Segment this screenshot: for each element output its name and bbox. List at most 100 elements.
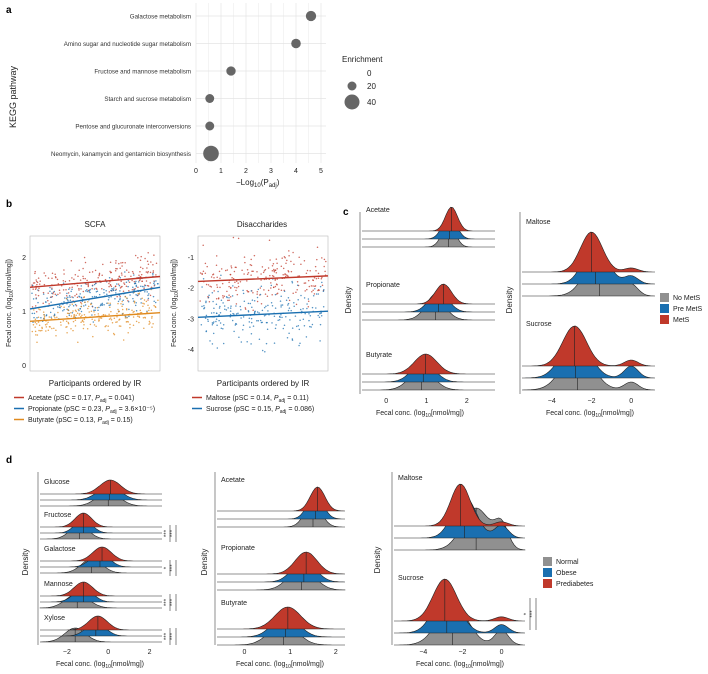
b-point	[315, 277, 318, 280]
b-point	[54, 273, 56, 275]
b-point	[148, 307, 151, 309]
b-point	[45, 314, 48, 317]
b-point	[262, 271, 265, 274]
b-point	[204, 262, 207, 265]
a-point	[305, 10, 317, 22]
b-point	[117, 278, 119, 280]
b-point	[93, 283, 96, 286]
b-point	[153, 281, 156, 283]
b-point	[218, 270, 221, 273]
b-point	[232, 312, 234, 315]
d-metabolite-label: Mannose	[44, 581, 73, 588]
b-point	[297, 325, 300, 327]
panel-c-legend-nomets: No MetS	[673, 295, 701, 302]
a-xtick-label: 4	[294, 168, 298, 175]
b-point	[213, 276, 215, 279]
b-point	[76, 312, 79, 314]
b-point	[226, 269, 229, 271]
b-point	[83, 305, 85, 307]
b-point	[300, 294, 302, 297]
b-point	[118, 276, 120, 278]
b-point	[134, 287, 136, 290]
b-point	[304, 282, 307, 284]
b-point	[146, 267, 148, 269]
b-point	[147, 263, 150, 266]
b-point	[79, 293, 81, 295]
b-point	[250, 321, 253, 324]
sig-label-fructose: ***	[169, 529, 176, 537]
b-point	[148, 309, 150, 312]
b-point	[124, 296, 127, 298]
b-point	[110, 285, 113, 288]
b-point	[272, 275, 275, 278]
b-point	[270, 287, 272, 289]
c-left-xtick: 2	[465, 398, 469, 405]
b-point	[288, 299, 291, 302]
b-point	[110, 310, 112, 313]
b-point	[234, 266, 237, 269]
b-point	[140, 298, 142, 300]
b-point	[114, 297, 116, 300]
b-point	[222, 295, 224, 297]
b-point	[298, 256, 300, 258]
b-point	[251, 299, 254, 301]
panel-d-legend-prediabetes: Prediabetes	[556, 581, 594, 588]
b-point	[220, 268, 223, 270]
b-point	[209, 285, 211, 287]
b-point	[113, 317, 116, 320]
b-point	[281, 284, 283, 286]
d-metabolite-label: Propionate	[221, 545, 255, 552]
b-point	[88, 289, 91, 292]
panel-a-legend-40: 40	[367, 98, 376, 107]
b-point	[291, 327, 294, 329]
b-point	[74, 325, 77, 327]
b-point	[256, 296, 259, 299]
b-point	[215, 320, 217, 323]
b-point	[109, 317, 112, 319]
b-point	[142, 302, 144, 305]
b-point	[139, 270, 141, 273]
b-point	[33, 312, 36, 315]
b-point	[229, 287, 232, 289]
b-point	[257, 276, 259, 278]
b-point	[74, 303, 77, 306]
ridge-d-mannose-2	[40, 581, 162, 597]
b-point	[33, 282, 36, 284]
b-point	[273, 268, 275, 271]
b-point	[115, 262, 117, 264]
b-point	[279, 300, 282, 302]
b-point	[216, 324, 218, 327]
b-point	[72, 304, 75, 307]
b-point	[306, 288, 308, 291]
b-point	[250, 290, 253, 292]
b-point	[292, 251, 294, 254]
b-point	[113, 333, 116, 336]
b-point	[256, 300, 259, 303]
b-point	[87, 307, 89, 310]
b-point	[153, 284, 156, 286]
b-point	[38, 287, 40, 289]
b-point	[83, 256, 86, 259]
b-point	[34, 270, 36, 273]
panel-a-legend-title: Enrichment	[342, 55, 383, 64]
b-point	[63, 301, 65, 303]
b-point	[138, 316, 141, 319]
b-point	[62, 282, 65, 284]
b-point	[295, 325, 298, 328]
b-point	[222, 327, 224, 330]
b-point	[151, 317, 153, 319]
b-point	[135, 284, 138, 287]
d-metabolite-label: Maltose	[398, 475, 423, 482]
b-point	[47, 277, 50, 279]
b-point	[293, 263, 295, 266]
b-point	[120, 272, 123, 274]
b-point	[101, 288, 103, 290]
b-point	[56, 316, 58, 318]
b-point	[201, 286, 203, 288]
b-point	[129, 323, 131, 326]
b-point	[141, 280, 143, 283]
b-point	[80, 305, 82, 308]
b-point	[256, 271, 258, 273]
b-point	[68, 314, 71, 317]
b-point	[220, 299, 223, 302]
